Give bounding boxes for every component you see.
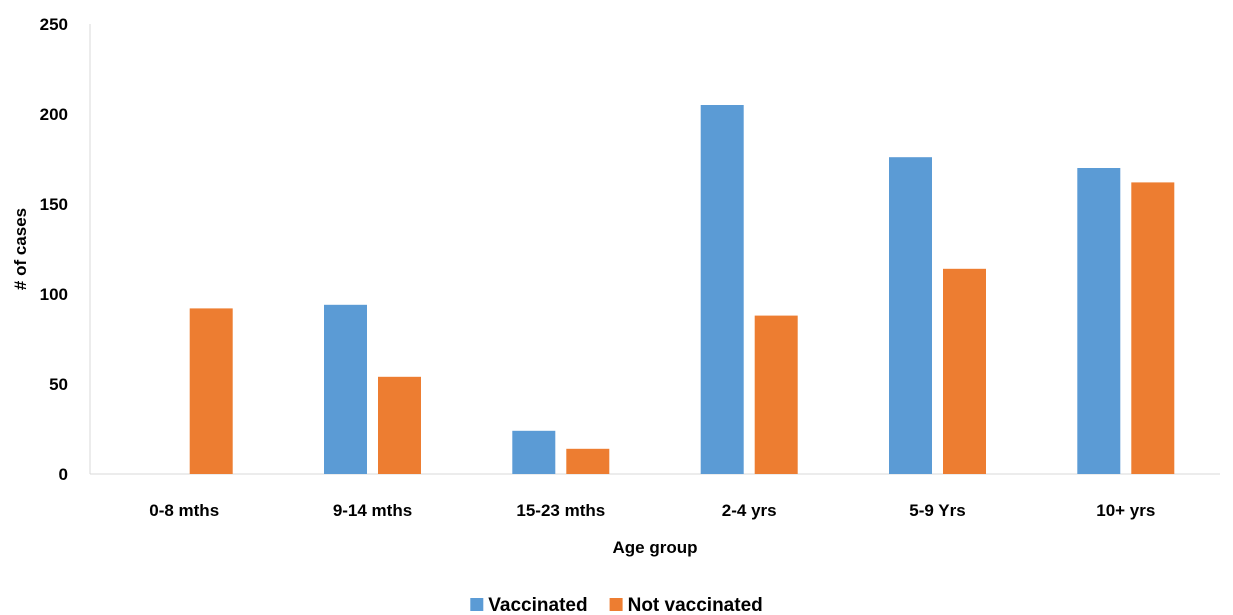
x-tick-label: 2-4 yrs [722, 501, 777, 520]
y-axis-title: # of cases [11, 208, 30, 290]
bar-vaccinated [324, 304, 367, 474]
y-tick-label: 250 [40, 15, 68, 34]
legend: Vaccinated Not vaccinated [470, 595, 763, 615]
bar-not-vaccinated [189, 308, 233, 474]
legend-swatch [470, 598, 484, 611]
bar-not-vaccinated [378, 376, 421, 474]
x-tick-label: 5-9 Yrs [909, 501, 965, 520]
y-tick-label: 150 [40, 195, 68, 214]
x-tick-label: 0-8 mths [149, 501, 219, 520]
y-tick-label: 200 [40, 105, 68, 124]
x-tick-label: 9-14 mths [333, 501, 412, 520]
y-tick-label: 0 [59, 465, 68, 484]
y-tick-label: 50 [49, 375, 68, 394]
legend-item: Vaccinated [470, 595, 588, 615]
bar-not-vaccinated [754, 315, 798, 474]
legend-item: Not vaccinated [609, 595, 763, 615]
bar-vaccinated [700, 105, 744, 474]
y-axis-ticks: 0 50 100 150 200 250 [40, 15, 68, 484]
bar-not-vaccinated [943, 268, 986, 474]
bar-vaccinated [889, 157, 932, 474]
bar-not-vaccinated [1131, 182, 1175, 474]
x-tick-label: 10+ yrs [1096, 501, 1155, 520]
bar-not-vaccinated [566, 448, 610, 474]
bars [189, 105, 1175, 474]
y-tick-label: 100 [40, 285, 68, 304]
legend-swatch [609, 598, 623, 611]
bar-vaccinated [1077, 168, 1121, 474]
legend-label: Not vaccinated [628, 595, 763, 615]
x-axis-title: Age group [613, 538, 698, 557]
x-axis-ticks: 0-8 mths 9-14 mths 15-23 mths 2-4 yrs 5-9 Yr… [149, 501, 1155, 520]
bar-vaccinated [512, 430, 556, 474]
x-tick-label: 15-23 mths [516, 501, 605, 520]
legend-label: Vaccinated [488, 595, 587, 615]
